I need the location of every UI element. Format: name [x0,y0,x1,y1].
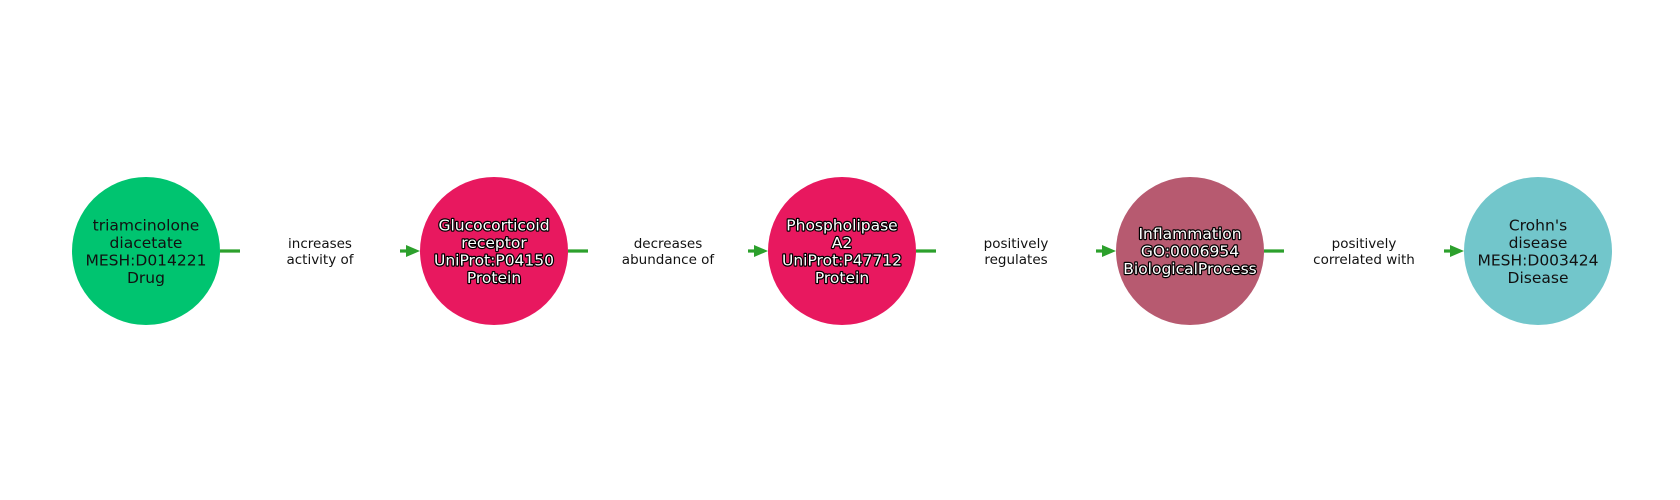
arrowhead-icon [406,245,420,257]
edge-label-line: activity of [286,252,354,268]
node-label-line: Inflammation [1138,225,1241,243]
node-label-line: diacetate [110,234,183,252]
node-label-line: UniProt:P47712 [782,251,902,269]
node-circle [420,177,568,325]
edge-label-line: correlated with [1313,252,1415,268]
edge-label-line: increases [288,236,352,252]
node-n2: GlucocorticoidreceptorUniProt:P04150Prot… [420,177,568,325]
edge-label-line: regulates [984,252,1047,268]
edge-label-line: abundance of [622,252,716,268]
node-circle [72,177,220,325]
edge-label-line: positively [984,236,1049,252]
node-label-line: BiologicalProcess [1123,260,1256,278]
node-label-line: GO:0006954 [1141,243,1239,261]
node-label-line: MESH:D014221 [86,251,207,269]
arrowhead-icon [754,245,768,257]
arrowhead-icon [1450,245,1464,257]
arrowhead-icon [1102,245,1116,257]
node-circle [768,177,916,325]
node-circle [1116,177,1264,325]
node-label-line: A2 [832,234,852,252]
node-label-line: Drug [127,269,165,287]
edge-label-line: positively [1332,236,1397,252]
node-label-line: Disease [1508,269,1569,287]
node-circle [1464,177,1612,325]
node-label-line: UniProt:P04150 [434,251,554,269]
edge-label-line: decreases [634,236,703,252]
node-label-line: Protein [815,269,869,287]
node-label-line: MESH:D003424 [1478,251,1599,269]
node-label-line: Glucocorticoid [438,216,549,234]
node-label-line: disease [1509,234,1568,252]
node-label-line: Phospholipase [786,216,897,234]
node-label-line: Crohn's [1509,216,1567,234]
node-label-line: triamcinolone [93,216,200,234]
node-label-line: Protein [467,269,521,287]
node-label-line: receptor [461,234,527,252]
